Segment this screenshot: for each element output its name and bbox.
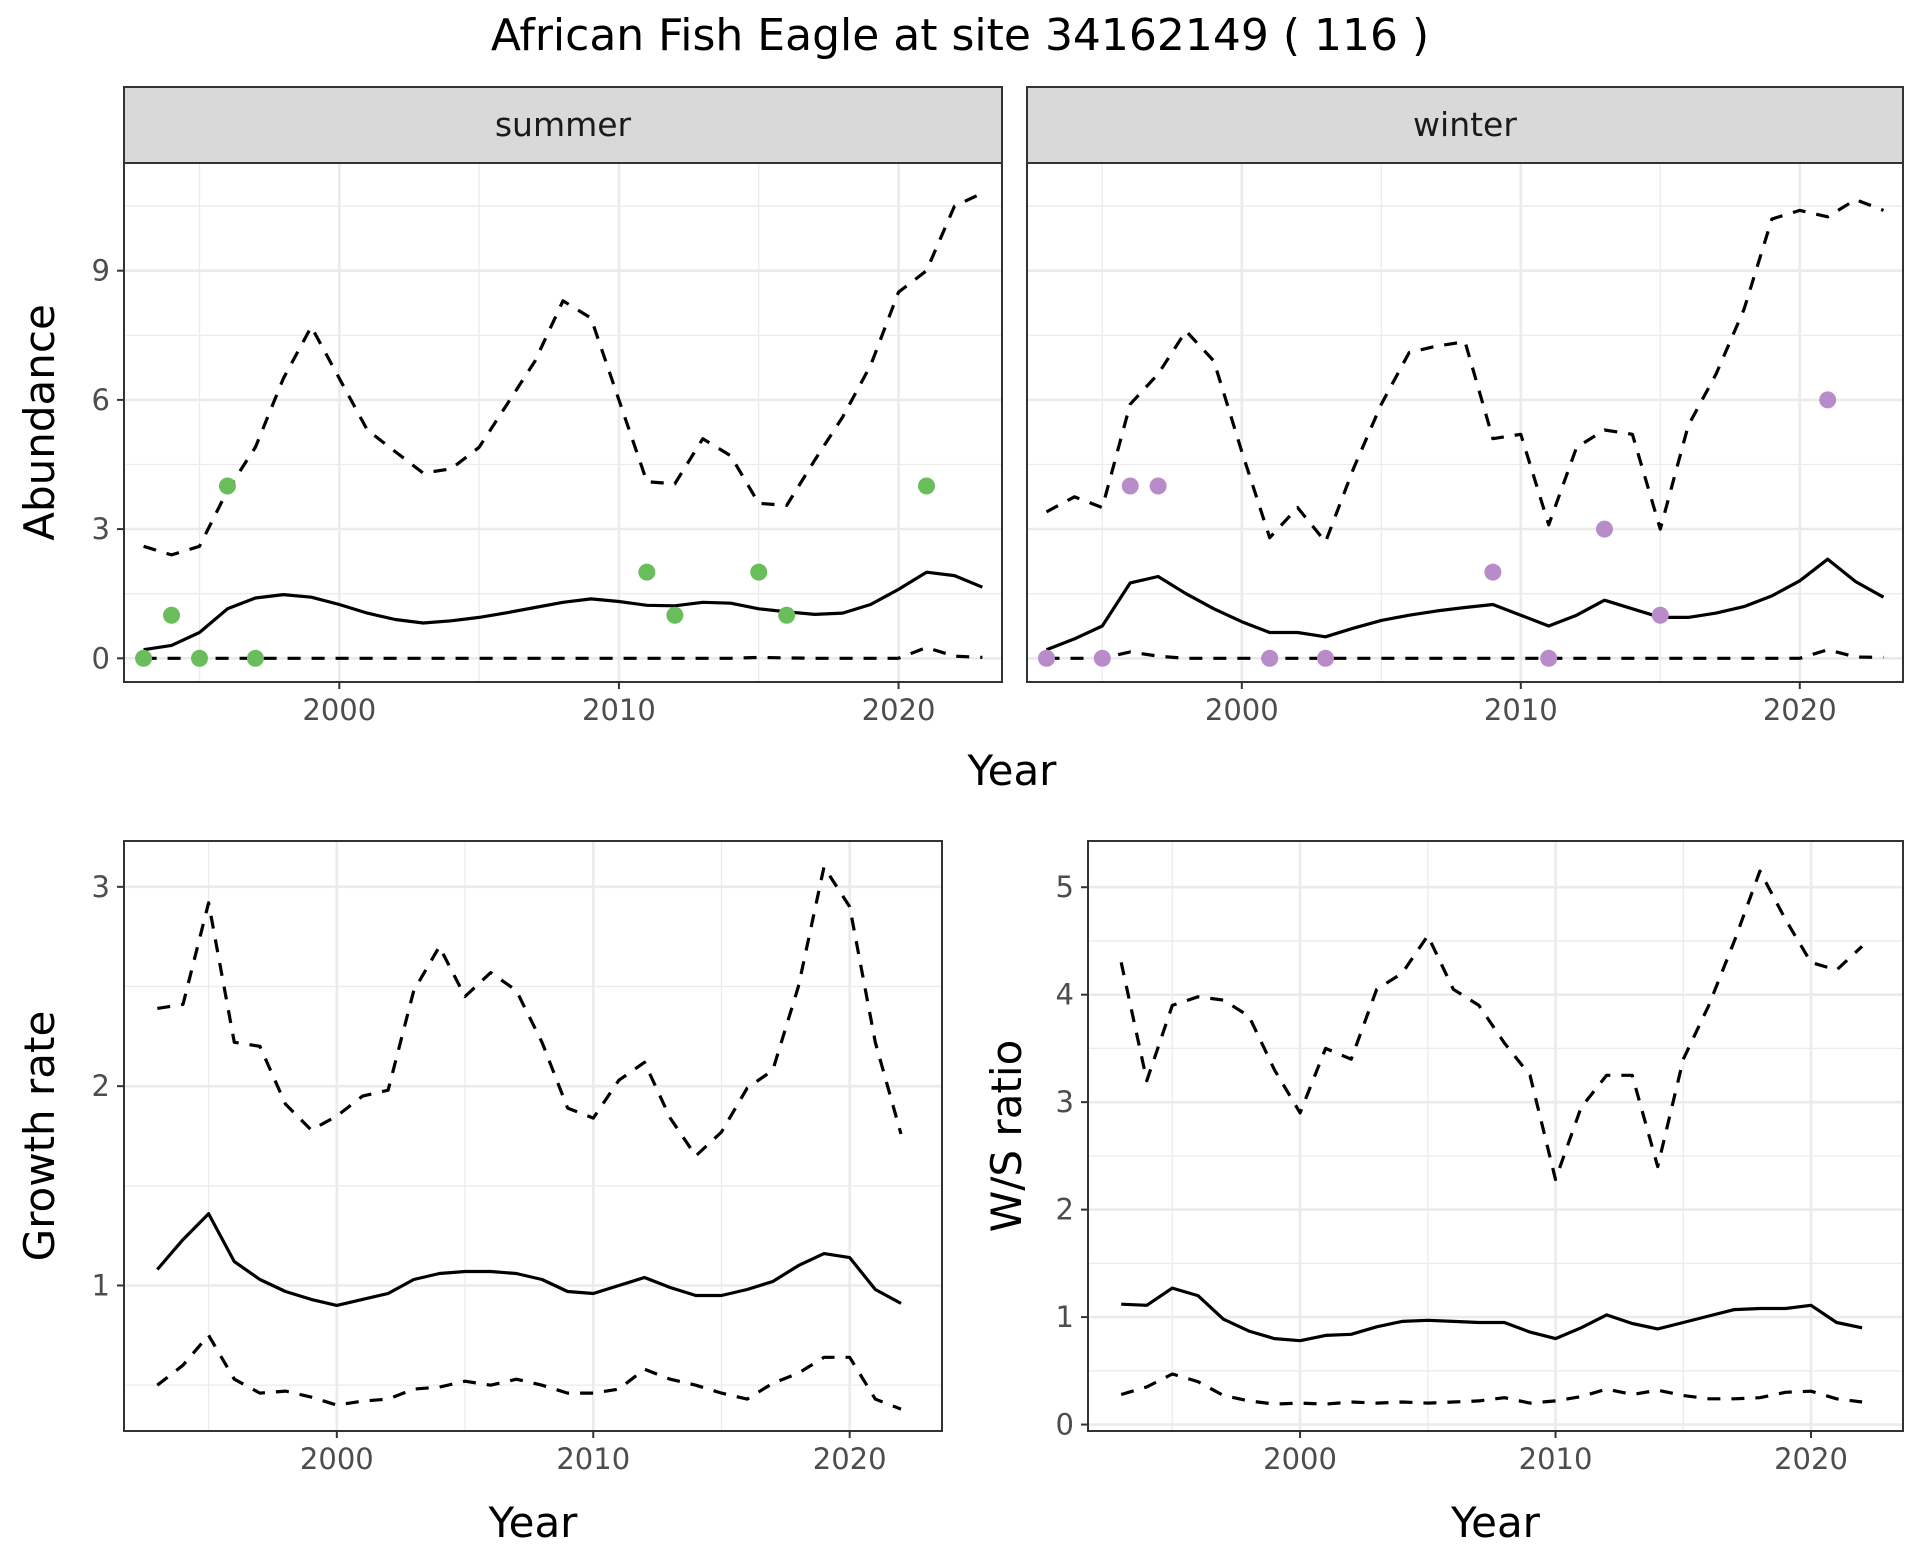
data-point — [1540, 649, 1558, 667]
x-tick-label: 2000 — [1205, 693, 1279, 727]
y-tick-label: 5 — [1056, 870, 1074, 904]
x-tick-label: 2000 — [1263, 1442, 1337, 1476]
y-tick-label: 1 — [1056, 1300, 1074, 1334]
panel-border — [123, 162, 1003, 683]
x-tick-label: 2020 — [1774, 1442, 1848, 1476]
y-tick-label: 3 — [1056, 1085, 1074, 1119]
data-point — [666, 606, 684, 624]
series-line-mean — [156, 1212, 902, 1307]
data-point — [218, 477, 236, 495]
data-point — [918, 477, 936, 495]
x-tick-label: 2000 — [302, 693, 376, 727]
facet-strip-summer — [123, 86, 1003, 164]
y-tick-label: 9 — [92, 254, 110, 288]
x-tick-label: 2010 — [556, 1442, 630, 1476]
series-line-upper — [143, 191, 984, 557]
facet-strip-winter — [1026, 86, 1904, 164]
panel-growth: 2000 2010 2020 1 2 3 Growth rate Year — [15, 840, 943, 1547]
x-tick-label: 2010 — [1484, 693, 1558, 727]
data-point — [1149, 477, 1167, 495]
y-axis-title: W/S ratio — [982, 1040, 1031, 1233]
x-tick-label: 2010 — [1519, 1442, 1593, 1476]
data-point — [1093, 649, 1111, 667]
data-point — [1121, 477, 1139, 495]
data-point — [1651, 606, 1669, 624]
y-tick-label: 4 — [1056, 978, 1074, 1012]
x-tick-label: 2000 — [300, 1442, 374, 1476]
series-line-lower — [1046, 648, 1884, 660]
data-point — [246, 649, 264, 667]
data-point — [1595, 520, 1613, 538]
series-line-lower — [143, 645, 983, 660]
gridlines — [124, 841, 942, 1431]
x-tick-label: 2020 — [1763, 693, 1837, 727]
data-point — [750, 563, 768, 581]
gridlines — [1027, 163, 1903, 682]
y-tick-label: 2 — [92, 1069, 110, 1103]
data-point — [190, 649, 208, 667]
y-tick-label: 0 — [92, 641, 110, 675]
x-tick-label: 2020 — [862, 693, 936, 727]
series-line-lower — [1120, 1372, 1863, 1406]
facet-strip-label: summer — [495, 105, 632, 144]
data-point — [1819, 391, 1837, 409]
x-tick-label: 2010 — [582, 693, 656, 727]
panel-border — [1087, 840, 1904, 1432]
y-axis-title: Growth rate — [15, 1011, 64, 1262]
gridlines — [1088, 841, 1903, 1431]
x-axis-title: Year — [1450, 1498, 1541, 1547]
series-line-lower — [156, 1333, 902, 1411]
y-tick-label: 6 — [92, 383, 110, 417]
y-axis-title: Abundance — [15, 304, 64, 541]
data-point — [135, 649, 153, 667]
series-line-upper — [1119, 869, 1864, 1182]
data-point — [1261, 649, 1279, 667]
x-axis-title-top: Year — [967, 746, 1058, 795]
data-point — [638, 563, 656, 581]
facet-strip-label: winter — [1413, 105, 1517, 144]
panel-ratio: 2000 2010 2020 0 1 2 3 4 5 W/S ratio Year — [982, 840, 1904, 1547]
y-tick-label: 2 — [1056, 1193, 1074, 1227]
series-line-mean — [1045, 557, 1885, 652]
panel-border — [1026, 162, 1904, 683]
data-point — [778, 606, 796, 624]
data-point — [1038, 649, 1056, 667]
panel-border — [123, 840, 943, 1432]
y-tick-label: 0 — [1056, 1408, 1074, 1442]
data-point — [1317, 649, 1335, 667]
panel-summer: summer 2000 2010 2020 0 3 6 9 Abundance — [15, 86, 1003, 727]
data-point — [1484, 563, 1502, 581]
series-line-upper — [1045, 198, 1885, 544]
panel-winter: winter 2000 2010 2020 — [1026, 86, 1904, 727]
y-tick-label: 3 — [92, 870, 110, 904]
y-tick-label: 3 — [92, 512, 110, 546]
chart-title: African Fish Eagle at site 34162149 ( 11… — [491, 10, 1429, 61]
series-line-upper — [157, 865, 903, 1158]
x-tick-label: 2020 — [813, 1442, 887, 1476]
series-line-mean — [1121, 1286, 1863, 1343]
y-tick-label: 1 — [92, 1268, 110, 1302]
series-line-mean — [143, 570, 984, 652]
data-point — [163, 606, 181, 624]
x-axis-title: Year — [488, 1498, 579, 1547]
